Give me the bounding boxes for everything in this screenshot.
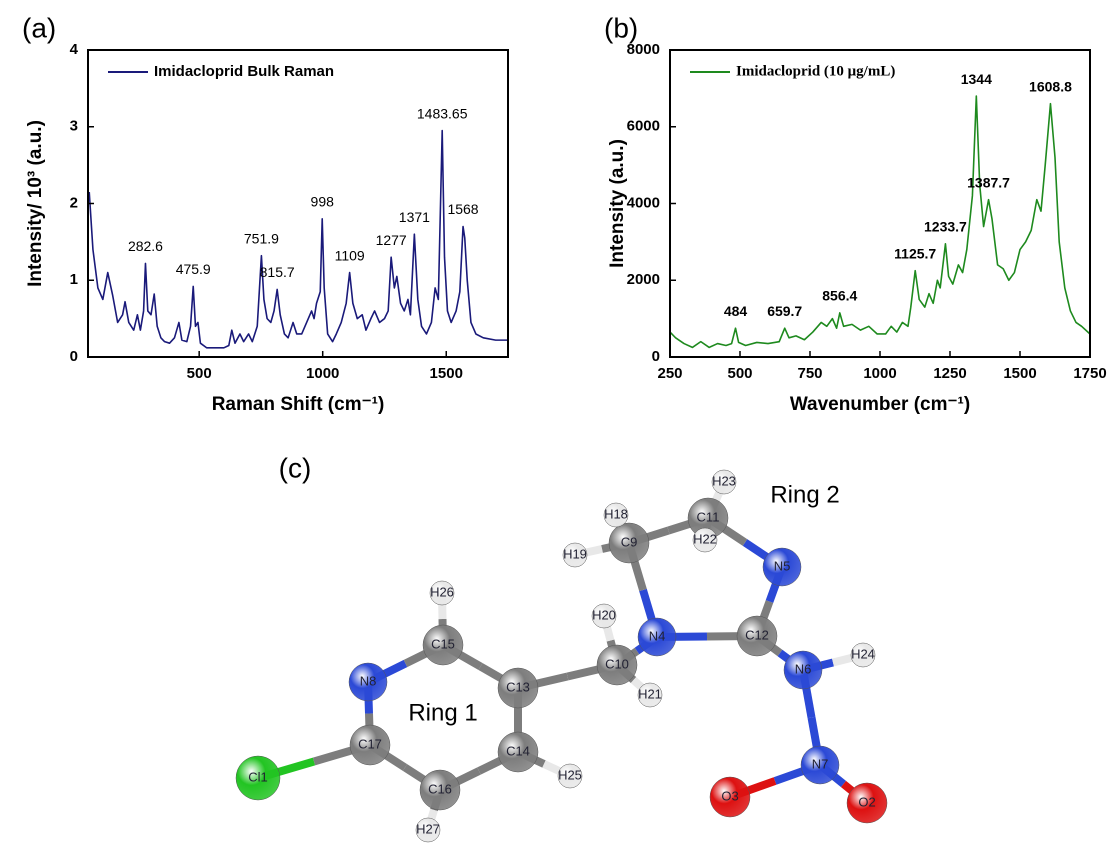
peak-label: 1125.7 bbox=[894, 245, 936, 261]
atom-label: O2 bbox=[858, 794, 875, 809]
atom-label: H27 bbox=[416, 821, 440, 836]
y-tick-label: 3 bbox=[70, 118, 78, 135]
atom-label: H23 bbox=[712, 473, 736, 488]
peak-label: 475.9 bbox=[176, 261, 211, 277]
panel-label: (a) bbox=[22, 12, 56, 43]
y-tick-label: 6000 bbox=[627, 118, 660, 135]
molecule: Cl1 C17 C16 H27 N8 C15 H26 C13 C14 H25 C10 H20 H21 N4… bbox=[236, 470, 887, 842]
atom-label: C16 bbox=[428, 781, 452, 796]
atom-label: C15 bbox=[431, 636, 455, 651]
peak-label: 751.9 bbox=[244, 230, 279, 246]
y-tick-label: 4000 bbox=[627, 194, 660, 211]
panel-label: (c) bbox=[279, 452, 312, 483]
atom-label: N4 bbox=[649, 628, 666, 643]
atom-label: N5 bbox=[774, 558, 791, 573]
x-axis-label: Wavenumber (cm⁻¹) bbox=[790, 394, 970, 415]
ring-label: Ring 1 bbox=[408, 699, 477, 726]
x-tick-label: 1500 bbox=[430, 365, 463, 382]
y-tick-label: 1 bbox=[70, 271, 78, 288]
atom-label: C17 bbox=[358, 736, 382, 751]
peak-label: 815.7 bbox=[260, 264, 295, 280]
y-axis-label: Intensity/ 10³ (a.u.) bbox=[25, 120, 46, 287]
peak-label: 856.4 bbox=[822, 288, 857, 304]
figure: Cl1 C17 C16 H27 N8 C15 H26 C13 C14 H25 C10 H20 H21 N4… bbox=[0, 0, 1112, 844]
atom-label: N7 bbox=[812, 756, 829, 771]
ring-label: Ring 2 bbox=[770, 481, 839, 508]
y-tick-label: 2000 bbox=[627, 271, 660, 288]
atom-label: C10 bbox=[605, 656, 629, 671]
atom-label: H24 bbox=[851, 646, 875, 661]
peak-label: 484 bbox=[724, 303, 748, 319]
atom-label: Cl1 bbox=[248, 769, 268, 784]
peak-label: 1568 bbox=[447, 201, 478, 217]
atom-label: H20 bbox=[592, 607, 616, 622]
atom-label: N8 bbox=[360, 673, 377, 688]
peak-label: 282.6 bbox=[128, 238, 163, 254]
legend-label: Imidacloprid Bulk Raman bbox=[154, 63, 334, 80]
y-tick-label: 8000 bbox=[627, 41, 660, 58]
x-tick-label: 1000 bbox=[306, 365, 339, 382]
atom-label: C12 bbox=[745, 627, 769, 642]
peak-label: 998 bbox=[311, 194, 335, 210]
x-tick-label: 1500 bbox=[1003, 365, 1036, 382]
atom-label: H18 bbox=[604, 506, 628, 521]
x-tick-label: 250 bbox=[657, 365, 682, 382]
x-tick-label: 500 bbox=[727, 365, 752, 382]
atom-label: C9 bbox=[621, 534, 638, 549]
atom-label: H25 bbox=[558, 767, 582, 782]
y-axis-label: Intensity (a.u.) bbox=[607, 139, 628, 268]
atom-label: H26 bbox=[430, 584, 454, 599]
peak-label: 659.7 bbox=[767, 303, 802, 319]
atom-label: N6 bbox=[795, 661, 812, 676]
atom-label: C14 bbox=[506, 743, 530, 758]
peak-label: 1483.65 bbox=[417, 105, 468, 121]
peak-label: 1277 bbox=[376, 232, 407, 248]
y-tick-label: 0 bbox=[652, 348, 660, 365]
atom-label: O3 bbox=[721, 788, 738, 803]
y-tick-label: 0 bbox=[70, 348, 78, 365]
legend-label: Imidacloprid (10 μg/mL) bbox=[736, 63, 895, 79]
x-tick-label: 750 bbox=[797, 365, 822, 382]
y-tick-label: 2 bbox=[70, 194, 78, 211]
peak-label: 1608.8 bbox=[1029, 78, 1072, 94]
peak-label: 1387.7 bbox=[967, 174, 1010, 190]
x-tick-label: 1000 bbox=[863, 365, 896, 382]
y-tick-label: 4 bbox=[70, 41, 79, 58]
x-axis-label: Raman Shift (cm⁻¹) bbox=[212, 394, 385, 415]
peak-label: 1371 bbox=[399, 209, 430, 225]
atom-label: H21 bbox=[638, 686, 662, 701]
peak-label: 1233.7 bbox=[924, 218, 967, 234]
peak-label: 1109 bbox=[335, 247, 365, 263]
x-tick-label: 500 bbox=[187, 365, 212, 382]
x-tick-label: 1750 bbox=[1073, 365, 1106, 382]
atom-label: H19 bbox=[563, 546, 587, 561]
atom-label: C11 bbox=[697, 509, 720, 524]
panel-label: (b) bbox=[604, 12, 638, 43]
atom-label: C13 bbox=[506, 679, 530, 694]
x-tick-label: 1250 bbox=[933, 365, 966, 382]
peak-label: 1344 bbox=[961, 71, 992, 87]
atom-label: H22 bbox=[693, 531, 717, 546]
